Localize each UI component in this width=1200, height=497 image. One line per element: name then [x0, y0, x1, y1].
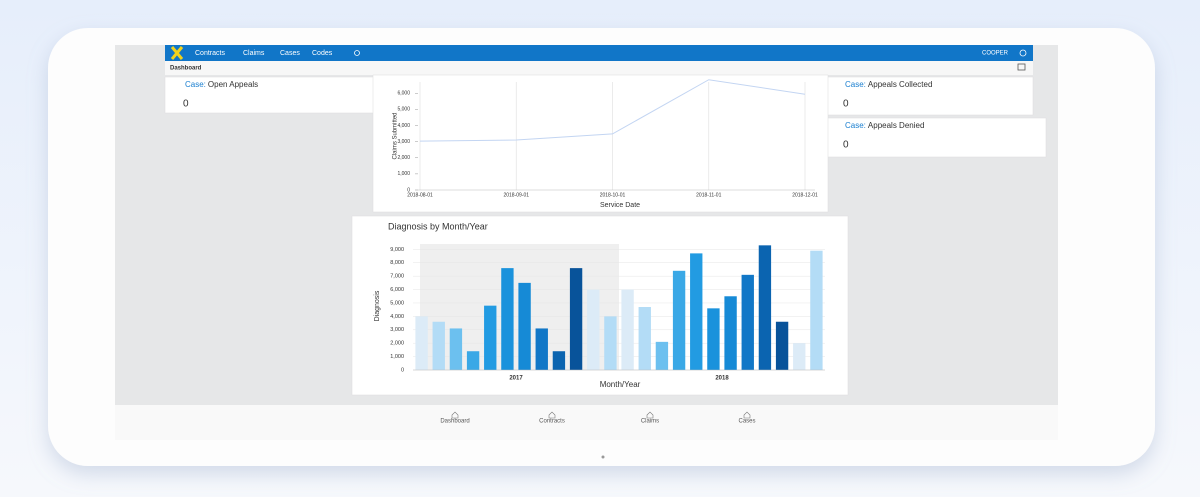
- x-axis-title: Month/Year: [600, 380, 641, 389]
- x-tick-label: 2018-12-01: [792, 192, 818, 198]
- bar: [758, 245, 772, 370]
- y-tick-label: 2,000: [390, 341, 404, 347]
- bar: [552, 351, 566, 370]
- tab-label[interactable]: Contracts: [539, 419, 565, 425]
- y-tick-label: 6,000: [390, 287, 404, 293]
- bar: [655, 341, 669, 370]
- card-prefix: Case:: [845, 121, 866, 130]
- y-tick-label: 7,000: [390, 274, 404, 280]
- tab-icon: [646, 411, 654, 419]
- card-title: Appeals Denied: [868, 121, 924, 130]
- y-tick-label: 1,000: [397, 171, 410, 177]
- y-tick-label: 0: [407, 187, 410, 193]
- y-tick-label: 8,000: [390, 260, 404, 266]
- nav-link[interactable]: Claims: [243, 50, 265, 57]
- y-tick-label: 5,000: [390, 300, 404, 306]
- bar: [707, 308, 720, 370]
- top-bar: [165, 45, 1033, 61]
- tab-icon: [451, 411, 459, 419]
- x-tick-label: 2018-10-01: [600, 192, 626, 198]
- tab-icon: [743, 411, 751, 419]
- y-tick-label: 6,000: [397, 91, 410, 97]
- y-tick-label: 5,000: [397, 107, 410, 113]
- tab-label[interactable]: Cases: [738, 419, 755, 425]
- bar: [466, 351, 480, 370]
- bar: [415, 316, 428, 370]
- line: [419, 79, 806, 142]
- bar: [501, 268, 514, 370]
- bar: [621, 289, 634, 370]
- y-tick-label: 0: [401, 367, 404, 373]
- bar: [587, 289, 600, 370]
- tab-icon: [548, 411, 556, 419]
- bar: [604, 316, 617, 370]
- breadcrumb: Dashboard: [170, 66, 202, 72]
- user-icon: [1019, 49, 1027, 57]
- bar: [775, 321, 789, 370]
- bar: [638, 307, 651, 370]
- nav-link[interactable]: Codes: [312, 50, 333, 57]
- bar: [724, 296, 737, 370]
- chart-title: Diagnosis by Month/Year: [388, 221, 488, 231]
- x-tick-label: 2018-09-01: [503, 192, 529, 198]
- logo: [170, 46, 184, 60]
- y-axis-title: Diagnosis: [374, 290, 381, 321]
- bar: [810, 250, 823, 370]
- card-title: Appeals Collected: [868, 80, 932, 89]
- bar: [741, 274, 754, 370]
- bar: [449, 328, 463, 370]
- home-dot: [601, 455, 605, 459]
- nav-link[interactable]: Cases: [280, 50, 300, 57]
- breadcrumb-bar: [165, 61, 1033, 75]
- bar: [690, 253, 703, 370]
- bar: [535, 328, 548, 370]
- group-label: 2017: [509, 376, 523, 382]
- card-prefix: Case:: [185, 80, 206, 89]
- bar: [484, 305, 497, 370]
- bar: [569, 268, 583, 370]
- bar: [672, 270, 686, 370]
- group-label: 2018: [715, 376, 729, 382]
- y-tick-label: 2,000: [397, 155, 410, 161]
- x-tick-label: 2018-08-01: [407, 192, 433, 198]
- card-value: 0: [843, 99, 849, 110]
- bar: [793, 343, 806, 370]
- x-axis-title: Service Date: [600, 202, 640, 209]
- y-tick-label: 4,000: [390, 314, 404, 320]
- card-prefix: Case:: [845, 80, 866, 89]
- card: [824, 117, 1047, 158]
- y-axis-title: Claims Submitted: [393, 112, 399, 159]
- tab-label[interactable]: Claims: [641, 419, 659, 425]
- y-tick-label: 4,000: [397, 123, 410, 129]
- bar: [432, 321, 445, 370]
- tab-bar: [115, 405, 1058, 440]
- card-title: Open Appeals: [208, 80, 258, 89]
- y-tick-label: 1,000: [390, 354, 404, 360]
- y-tick-label: 9,000: [390, 247, 404, 253]
- y-tick-label: 3,000: [397, 139, 410, 145]
- tab-label[interactable]: Dashboard: [440, 419, 469, 425]
- card-value: 0: [843, 140, 849, 151]
- user-name[interactable]: COOPER: [982, 51, 1009, 57]
- y-tick-label: 3,000: [390, 327, 404, 333]
- bar: [518, 282, 531, 370]
- nav-link[interactable]: Contracts: [195, 50, 225, 57]
- card-value: 0: [183, 99, 189, 110]
- card: [164, 76, 381, 114]
- settings-icon[interactable]: [354, 50, 360, 56]
- menu-icon[interactable]: [1017, 63, 1026, 71]
- x-tick-label: 2018-11-01: [696, 192, 721, 198]
- chart-card: [372, 74, 829, 213]
